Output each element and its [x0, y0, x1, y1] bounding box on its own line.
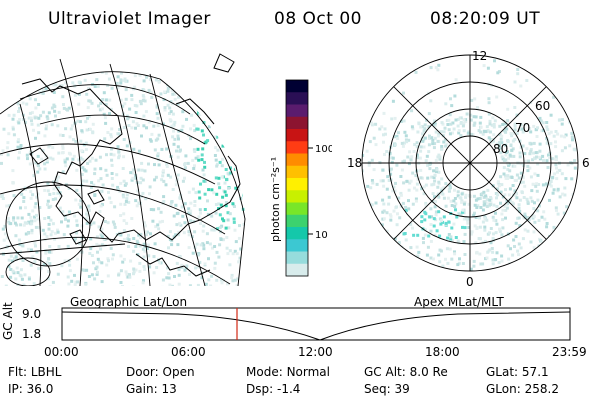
altitude-curve: [61, 311, 571, 341]
mlat-label-70: 70: [515, 121, 530, 135]
apex-panel-label: Apex MLat/MLT: [414, 295, 504, 309]
time-tick-2: 12:00: [298, 345, 333, 359]
geographic-map: [0, 53, 246, 286]
colorbar-band: [286, 116, 308, 130]
mlt-label-0: 0: [466, 275, 474, 288]
colorbar-band: [286, 263, 308, 277]
info-flt: Flt: LBHL: [8, 365, 62, 379]
mlt-label-12: 12: [472, 49, 487, 63]
geo-grid-lines: [0, 58, 246, 286]
colorbar-tick-100: 100: [315, 144, 332, 155]
info-door: Door: Open: [126, 365, 195, 379]
altitude-track-plot: [61, 307, 571, 341]
geo-panel-label: Geographic Lat/Lon: [70, 295, 188, 309]
info-ip: IP: 36.0: [8, 382, 54, 396]
colorbar-band: [286, 92, 308, 105]
colorbar-band: [286, 104, 308, 118]
colorbar-band: [286, 202, 308, 216]
alt-tick-9: 9.0: [22, 307, 42, 321]
colorbar-band: [286, 227, 308, 240]
colorbar-band: [286, 214, 308, 228]
time-tick-4: 23:59: [552, 345, 587, 359]
colorbar: 100 10 photon cm⁻²s⁻¹: [269, 79, 332, 277]
colorbar-band: [286, 178, 308, 191]
apex-aurora-pixels: [362, 59, 578, 271]
colorbar-band: [286, 251, 308, 265]
apex-grid: [361, 54, 579, 272]
alt-tick-1-8: 1.8: [22, 327, 42, 341]
info-dsp: Dsp: -1.4: [246, 382, 301, 396]
observation-time: 08:20:09 UT: [430, 9, 541, 29]
colorbar-band: [286, 141, 308, 154]
info-glon: GLon: 258.2: [486, 382, 559, 396]
colorbar-band: [286, 190, 308, 203]
time-tick-1: 06:00: [171, 345, 206, 359]
info-gc-alt: GC Alt: 8.0 Re: [364, 365, 448, 379]
mlt-label-18: 18: [347, 156, 362, 170]
colorbar-band: [286, 80, 308, 93]
colorbar-band: [286, 165, 308, 179]
colorbar-band: [286, 153, 308, 167]
time-tick-0: 00:00: [44, 345, 79, 359]
colorbar-unit-label: photon cm⁻²s⁻¹: [269, 157, 282, 242]
observation-date: 08 Oct 00: [274, 9, 362, 29]
time-tick-3: 18:00: [425, 345, 460, 359]
apex-polar-plot: 12 18 6 0 60 70 80: [347, 49, 590, 288]
info-seq: Seq: 39: [364, 382, 410, 396]
geo-coastlines: [21, 53, 241, 277]
mlat-label-60: 60: [535, 99, 550, 113]
geo-aurora-pixels: [0, 71, 245, 286]
app-title: Ultraviolet Imager: [48, 9, 211, 29]
alt-axis-label: GC Alt: [1, 302, 15, 340]
colorbar-band: [286, 129, 308, 142]
info-mode: Mode: Normal: [246, 365, 330, 379]
info-glat: GLat: 57.1: [486, 365, 549, 379]
mlt-label-6: 6: [582, 156, 590, 170]
info-gain: Gain: 13: [126, 382, 177, 396]
colorbar-band: [286, 239, 308, 252]
mlat-label-80: 80: [493, 142, 508, 156]
colorbar-tick-10: 10: [315, 230, 328, 241]
